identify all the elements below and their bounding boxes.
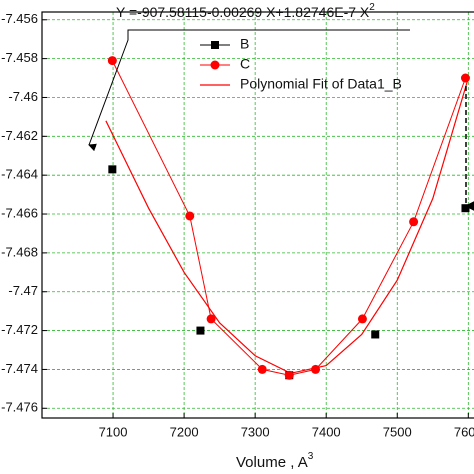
equation-text: Y =-907.58115-0.00269 X+1.82746E-7 X	[116, 4, 370, 20]
x-label-sup: 3	[308, 451, 314, 462]
x-label-text: Volume , A	[236, 454, 308, 471]
circle-marker	[257, 364, 267, 374]
y-tick-label: -7.472	[1, 322, 38, 337]
plot-frame	[41, 11, 474, 419]
y-tick-label: -7.476	[1, 400, 38, 415]
annotations: Y =-907.58115-0.00269 X+1.82746E-7 X2 Vo…	[116, 2, 375, 471]
square-marker	[371, 330, 380, 339]
square-marker	[108, 165, 117, 174]
x-tick-label: 7600	[454, 424, 474, 439]
y-tick-label: -7.464	[1, 167, 38, 182]
x-tick-label: 7400	[312, 424, 341, 439]
legend-swatch	[211, 41, 219, 49]
circle-marker	[311, 364, 321, 374]
circle-marker	[185, 211, 195, 221]
marks	[105, 56, 470, 380]
x-tick-label: 7500	[383, 424, 412, 439]
y-tick-label: -7.468	[1, 244, 38, 259]
y-tick-label: -7.46	[8, 89, 38, 104]
y-tick-label: -7.474	[1, 361, 38, 376]
y-tick-label: -7.466	[1, 205, 38, 220]
circle-marker	[357, 314, 367, 324]
legend-swatch	[210, 60, 220, 70]
legend-label: C	[240, 56, 250, 72]
legend: BC Polynomial Fit of Data1_B	[200, 36, 402, 92]
x-tick-label: 7300	[241, 424, 270, 439]
equation-sup: 2	[369, 2, 375, 13]
x-axis-label: Volume , A3	[236, 451, 314, 471]
circle-marker	[460, 73, 470, 83]
grid: 7100 7200 7300 7400 7500 7600 -7.456 -7.458 -7.4…	[1, 11, 474, 439]
equation: Y =-907.58115-0.00269 X+1.82746E-7 X2	[116, 2, 375, 20]
x-tick-label: 7100	[99, 424, 128, 439]
y-tick-label: -7.47	[8, 283, 38, 298]
circle-marker	[409, 217, 419, 227]
circle-marker	[107, 56, 117, 66]
circle-marker	[284, 370, 294, 380]
circle-marker	[206, 314, 216, 324]
y-tick-label: -7.458	[1, 50, 38, 65]
equation-arrow	[88, 29, 410, 152]
x-tick-label: 7200	[170, 424, 199, 439]
y-tick-label: -7.456	[1, 11, 38, 26]
square-marker	[461, 204, 470, 213]
legend-label: Polynomial Fit of Data1_B	[240, 76, 402, 92]
legend-label: B	[240, 36, 249, 52]
square-marker	[196, 326, 205, 335]
y-tick-label: -7.462	[1, 128, 38, 143]
